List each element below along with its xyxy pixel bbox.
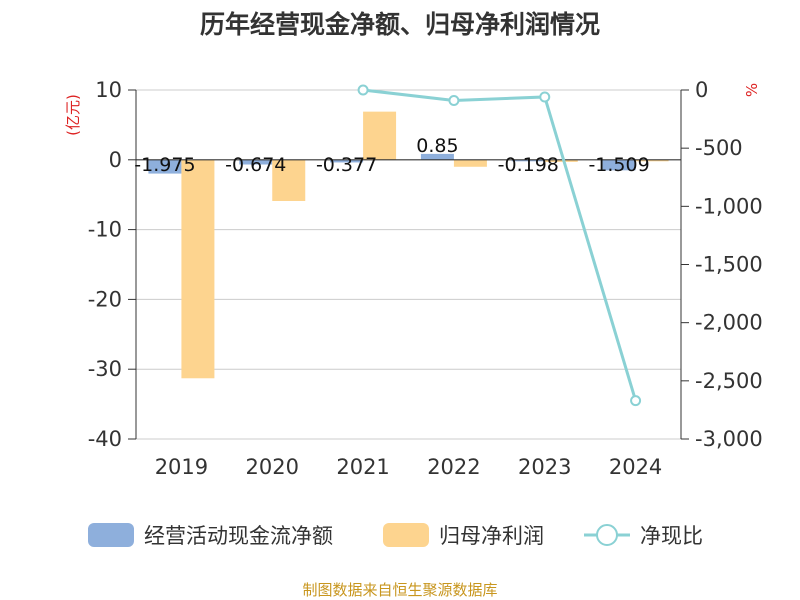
left-tick-label: -40 xyxy=(88,427,122,451)
x-tick-label: 2022 xyxy=(427,455,480,479)
net-profit-bar xyxy=(181,159,215,379)
axes: 10 0 -10 -20 -30 -40 0 -500 -1,000 -1,500 -2,000 -2… xyxy=(88,78,763,479)
ratio-point xyxy=(630,395,642,407)
cash-flow-bar xyxy=(511,159,545,162)
right-tick-label: -1,500 xyxy=(695,253,763,277)
net-profit-bar xyxy=(635,159,669,162)
ratio-point xyxy=(539,91,551,103)
cash-flow-data-label: 0.85 xyxy=(416,135,458,157)
ratio-point xyxy=(448,94,460,106)
cash-flow-data-label: -0.198 xyxy=(498,154,559,176)
x-tick-label: 2019 xyxy=(155,455,208,479)
cash-flow-bar xyxy=(148,159,182,174)
legend-label: 经营活动现金流净额 xyxy=(144,524,333,548)
right-tick-label: -2,500 xyxy=(695,369,763,393)
cash-flow-bar xyxy=(330,159,364,163)
bars xyxy=(148,111,669,379)
left-axis-unit: (亿元) xyxy=(64,94,82,136)
right-tick-label: -2,000 xyxy=(695,311,763,335)
x-tick-label: 2023 xyxy=(518,455,571,479)
left-tick-label: 10 xyxy=(95,78,122,102)
left-tick-label: 0 xyxy=(109,148,122,172)
cash-flow-bar xyxy=(602,159,636,171)
legend-swatch xyxy=(383,523,429,547)
cash-flow-data-label: -1.975 xyxy=(134,154,195,176)
ratio-point xyxy=(357,84,369,96)
grid-lines xyxy=(136,89,681,440)
legend: 经营活动现金流净额 归母净利润 净现比 xyxy=(88,523,703,548)
net-profit-bar xyxy=(544,159,578,162)
cash-flow-data-label: -1.509 xyxy=(588,154,649,176)
right-axis-unit: % xyxy=(743,83,761,97)
right-tick-label: 0 xyxy=(695,78,708,102)
x-tick-label: 2024 xyxy=(609,455,662,479)
net-profit-bar xyxy=(363,111,397,160)
legend-label: 归母净利润 xyxy=(439,524,544,548)
left-tick-label: -10 xyxy=(88,218,122,242)
left-tick-label: -30 xyxy=(88,357,122,381)
x-tick-label: 2021 xyxy=(336,455,389,479)
cash-flow-bar xyxy=(420,153,454,160)
x-tick-label: 2020 xyxy=(246,455,299,479)
cash-flow-data-label: -0.377 xyxy=(316,154,377,176)
legend-marker xyxy=(596,524,618,546)
right-tick-label: -3,000 xyxy=(695,427,763,451)
net-profit-bar xyxy=(272,159,306,201)
legend-swatch xyxy=(88,523,134,547)
data-labels: -1.975 -0.674 -0.377 0.85 -0.198 -1.509 xyxy=(134,135,649,176)
source-note: 制图数据来自恒生聚源数据库 xyxy=(302,581,497,599)
net-profit-bar xyxy=(453,159,487,167)
cash-flow-data-label: -0.674 xyxy=(225,154,286,176)
right-tick-label: -1,000 xyxy=(695,194,763,218)
legend-label: 净现比 xyxy=(640,524,703,548)
cash-flow-bar xyxy=(239,159,273,165)
right-tick-label: -500 xyxy=(695,136,743,160)
chart-title: 历年经营现金净额、归母净利润情况 xyxy=(200,10,600,39)
ratio-line-path xyxy=(362,88,638,402)
left-tick-label: -20 xyxy=(88,287,122,311)
ratio-line xyxy=(357,84,642,407)
